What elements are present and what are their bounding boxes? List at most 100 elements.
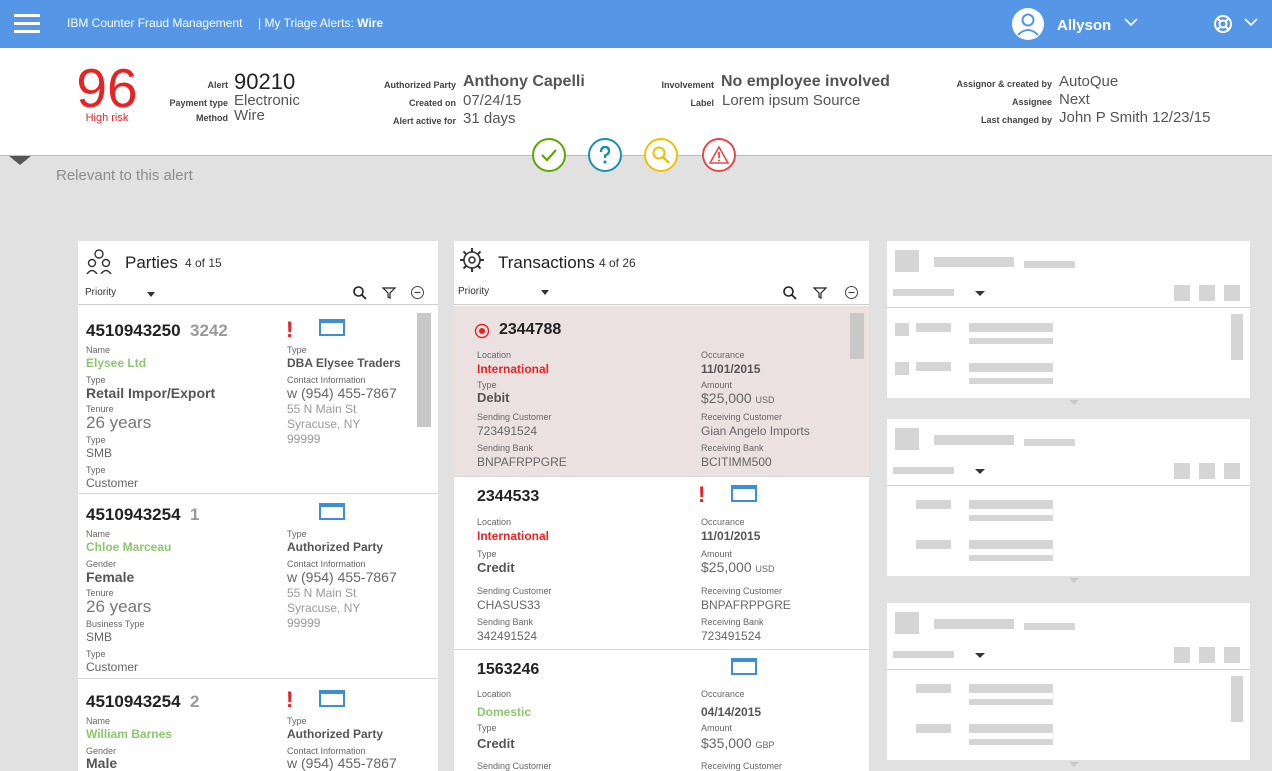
party-name[interactable]: William Barnes [86,727,172,741]
chevron-down-icon[interactable] [1244,17,1258,27]
transaction-amount: $25,000 USD [701,559,775,575]
collapse-icon[interactable] [844,285,860,301]
transactions-title: Transactions [498,253,595,272]
field-label: Location [477,517,512,527]
placeholder-line [916,724,951,733]
placeholder-tool [1224,647,1240,663]
user-name[interactable]: Allyson [1057,17,1112,34]
authorized-party[interactable]: Anthony Capelli [463,73,585,90]
transactions-panel: Transactions 4 of 26 Priority 2344788 Lo… [454,241,869,771]
investigate-button[interactable] [644,138,678,172]
chevron-down-icon [1069,400,1079,405]
placeholder-title [934,257,1014,267]
folder-icon[interactable] [731,485,757,502]
alert-actions [0,138,1272,172]
risk-score: 96 [76,57,138,119]
payment-type: Electronic [234,92,300,109]
placeholder-line [969,378,1053,384]
party-type: Retail Impor/Export [86,385,216,401]
field-label: Type [86,465,106,475]
party-type2: SMB [86,446,113,460]
placeholder-line [969,323,1053,332]
folder-icon[interactable] [319,319,345,336]
menu-icon[interactable] [14,14,40,34]
filter-icon[interactable] [381,285,397,301]
label-label: Label [690,98,714,108]
chevron-down-icon [975,291,985,296]
transaction-card[interactable]: 2344788 Location International Type Debi… [454,306,869,477]
placeholder-icon [895,362,909,375]
transactions-scrollbar[interactable] [850,313,864,359]
search-icon[interactable] [782,285,798,301]
party-card[interactable]: 4510943254 2 ! Name William Barnes Gende… [78,679,438,771]
transactions-sort-select[interactable]: Priority [458,286,490,297]
currency: USD [755,564,775,574]
escalate-button[interactable] [702,138,736,172]
question-button[interactable] [588,138,622,172]
folder-icon[interactable] [319,690,345,707]
checkmark-icon [541,149,557,162]
assignor: AutoQue [1059,73,1119,90]
placeholder-line [916,500,951,509]
assignee[interactable]: Next [1059,91,1090,108]
chevron-down-icon[interactable] [541,290,549,295]
created-on-label: Created on [408,98,456,108]
divider [887,485,1250,486]
transaction-location: International [477,362,550,376]
user-avatar-icon[interactable] [1012,8,1044,40]
placeholder-tool [1199,463,1215,479]
placeholder-line [969,555,1053,561]
placeholder-tool [1224,285,1240,301]
party-card[interactable]: 4510943254 1 Name Chloe Marceau Gender F… [78,494,438,679]
transaction-card[interactable]: 1563246 Location Domestic Type Credit Se… [454,650,869,771]
app-title[interactable]: IBM Counter Fraud Management [67,16,243,30]
currency: USD [755,395,775,405]
currency: GBP [755,740,775,750]
radio-selected-icon[interactable] [474,323,490,339]
party-phone: w (954) 455-7867 [287,385,397,401]
field-label: Receiving Customer [701,412,783,422]
party-card[interactable]: 4510943250 3242 ! Name Elysee Ltd Type R… [78,307,438,494]
approve-button[interactable] [532,138,566,172]
party-name[interactable]: Elysee Ltd [86,356,147,370]
parties-sort-select[interactable]: Priority [85,287,117,298]
party-name[interactable]: Chloe Marceau [86,540,172,554]
placeholder-line [916,323,951,332]
folder-icon[interactable] [319,503,345,520]
parties-count: 4 of 15 [185,256,222,270]
collapse-header-toggle[interactable] [9,156,31,165]
last-changed: John P Smith 12/23/15 [1059,109,1211,126]
receiving-bank: 723491524 [701,629,762,643]
parties-icon [86,249,112,274]
transaction-card[interactable]: 2344533 ! Location International Type Cr… [454,477,869,650]
divider [887,307,1250,308]
field-label: Type [86,375,106,385]
chevron-down-icon[interactable] [1124,17,1138,27]
method: Wire [234,107,265,124]
folder-icon[interactable] [731,658,757,675]
placeholder-count [1024,623,1075,630]
exclamation-icon: ! [286,687,294,712]
chevron-down-icon[interactable] [147,292,155,297]
party-id: 4510943250 [86,321,181,340]
assignor-label: Assignor & created by [956,79,1052,89]
search-icon[interactable] [352,285,368,301]
party-role: DBA Elysee Traders [287,356,401,370]
field-label: Gender [86,559,117,569]
parties-scrollbar[interactable] [417,313,431,427]
breadcrumb[interactable]: | My Triage Alerts: Wire [258,16,383,30]
field-label: Type [86,649,106,659]
transaction-type: Credit [477,736,515,751]
chevron-down-icon [1069,762,1079,767]
search-icon [652,146,670,164]
placeholder-sort [893,467,954,474]
transactions-count: 4 of 26 [599,256,636,270]
party-id: 4510943254 [86,505,181,524]
transaction-location: Domestic [477,705,532,719]
filter-icon[interactable] [812,285,828,301]
field-label: Contact Information [287,559,366,569]
involvement: No employee involved [721,73,890,90]
collapse-icon[interactable] [410,285,426,301]
placeholder-line [969,724,1053,733]
lifebuoy-icon[interactable] [1213,14,1233,34]
